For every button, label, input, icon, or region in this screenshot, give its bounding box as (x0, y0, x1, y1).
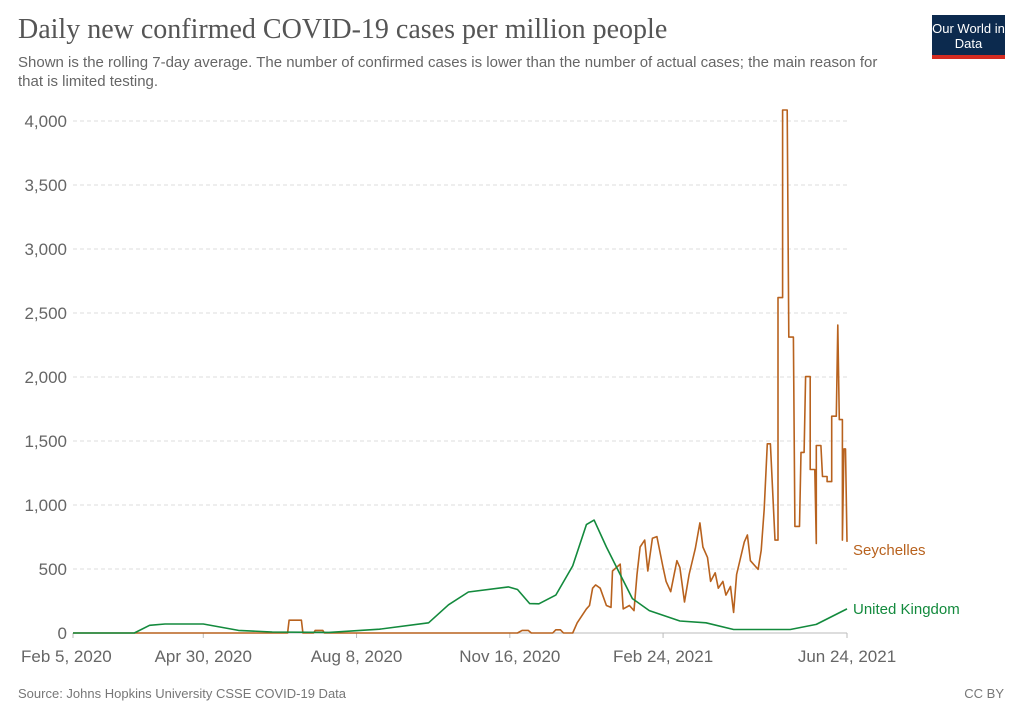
x-tick-label: Feb 5, 2020 (21, 647, 112, 666)
y-tick-label: 4,000 (24, 112, 67, 131)
chart-subtitle: Shown is the rolling 7-day average. The … (18, 54, 878, 90)
license-label[interactable]: CC BY (964, 686, 1004, 701)
y-tick-label: 1,500 (24, 432, 67, 451)
x-tick-label: Aug 8, 2020 (311, 647, 403, 666)
y-tick-label: 3,000 (24, 240, 67, 259)
y-tick-label: 0 (58, 624, 67, 643)
x-tick-label: Jun 24, 2021 (798, 647, 896, 666)
owid-logo[interactable]: Our World in Data (932, 15, 1005, 59)
y-tick-label: 2,000 (24, 368, 67, 387)
y-tick-label: 2,500 (24, 304, 67, 323)
chart-title: Daily new confirmed COVID-19 cases per m… (18, 14, 668, 45)
series-line-seychelles (73, 109, 848, 634)
series-label: Seychelles (853, 542, 926, 559)
x-tick-label: Nov 16, 2020 (459, 647, 560, 666)
y-tick-label: 3,500 (24, 176, 67, 195)
x-tick-label: Apr 30, 2020 (155, 647, 252, 666)
source-note[interactable]: Source: Johns Hopkins University CSSE CO… (18, 686, 347, 701)
series-line-united-kingdom (73, 519, 848, 634)
y-tick-label: 500 (39, 560, 67, 579)
y-tick-label: 1,000 (24, 496, 67, 515)
series-label: United Kingdom (853, 601, 960, 618)
x-tick-label: Feb 24, 2021 (613, 647, 713, 666)
